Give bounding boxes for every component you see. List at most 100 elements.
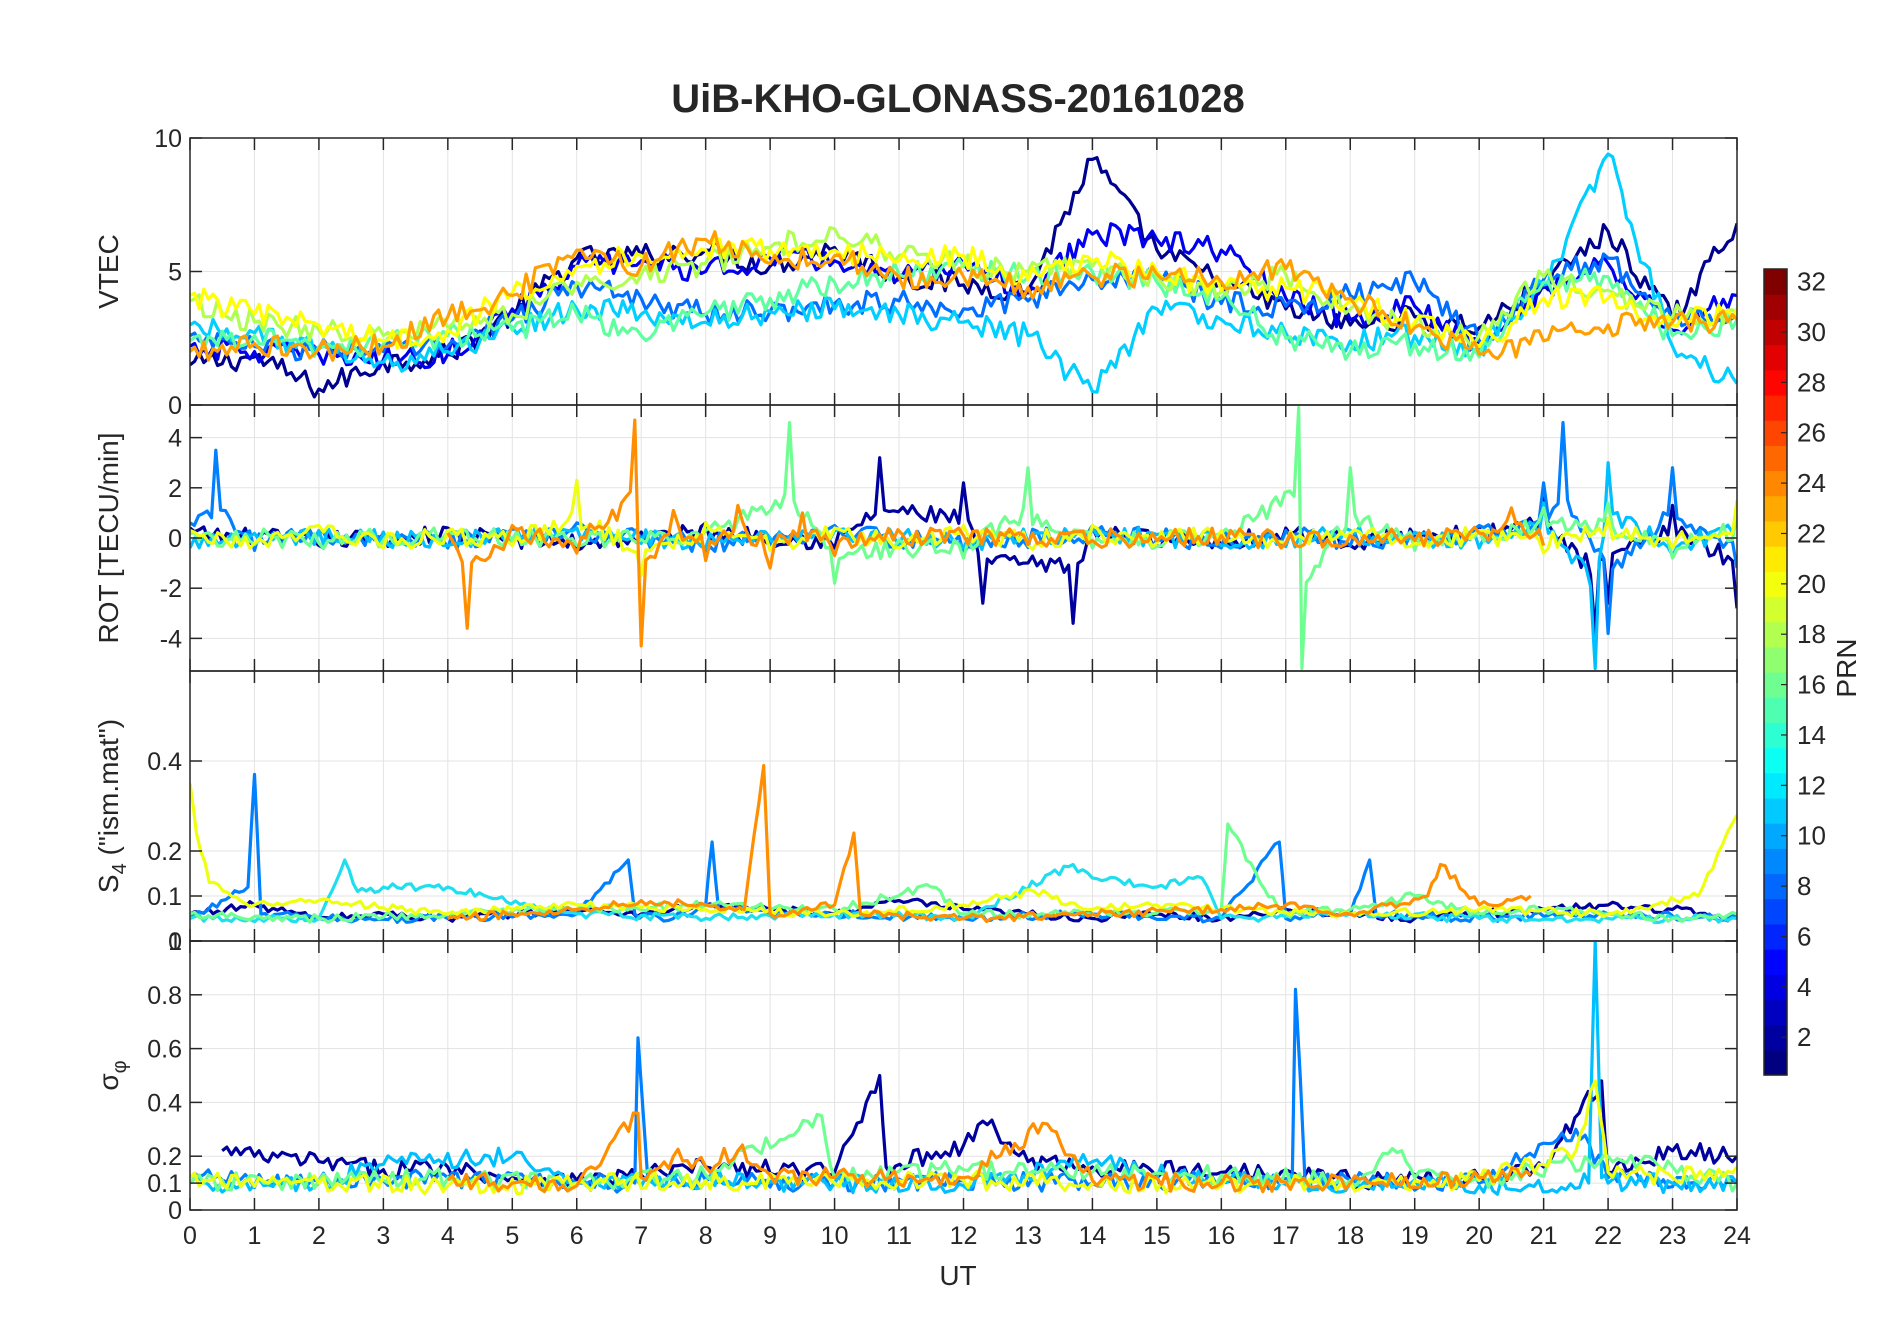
- colorbar-tick-label: 8: [1797, 871, 1811, 901]
- x-tick-label: 19: [1401, 1222, 1429, 1250]
- colorbar-swatch: [1764, 747, 1787, 774]
- colorbar-tick-label: 14: [1797, 720, 1826, 750]
- colorbar-tick-label: 16: [1797, 670, 1826, 700]
- colorbar-tick-label: 18: [1797, 619, 1826, 649]
- colorbar-tick-label: 30: [1797, 317, 1826, 347]
- colorbar-swatch: [1764, 445, 1787, 472]
- x-tick-label: 7: [634, 1222, 648, 1250]
- x-tick-label: 22: [1594, 1222, 1622, 1250]
- colorbar-tick-label: 4: [1797, 972, 1811, 1002]
- chart-title: UiB-KHO-GLONASS-20161028: [671, 77, 1245, 121]
- x-tick-label: 11: [886, 1222, 912, 1250]
- colorbar-swatch: [1764, 269, 1787, 295]
- colorbar-swatch: [1764, 571, 1787, 598]
- y-tick-label: 0.2: [147, 838, 182, 866]
- colorbar-tick-label: 28: [1797, 367, 1826, 397]
- y-tick-label: 10: [154, 125, 182, 153]
- colorbar-swatch: [1764, 495, 1787, 522]
- colorbar-tick-label: 32: [1797, 267, 1826, 297]
- series-group: [190, 152, 1737, 399]
- x-tick-label: 15: [1143, 1222, 1171, 1250]
- x-tick-label: 0: [183, 1222, 197, 1250]
- y-axis-label-sigma_phi: σφ: [93, 1060, 131, 1090]
- series-prn-24: [446, 418, 1546, 648]
- x-tick-label: 5: [505, 1222, 519, 1250]
- colorbar-swatch: [1764, 974, 1787, 1001]
- x-tick-label: 1: [248, 1222, 262, 1250]
- series-prn-2: [190, 456, 1737, 635]
- y-tick-label: -2: [160, 575, 182, 603]
- colorbar-tick-label: 26: [1797, 418, 1826, 448]
- colorbar-tick-label: 12: [1797, 770, 1826, 800]
- x-tick-label: 6: [570, 1222, 584, 1250]
- x-tick-label: 14: [1079, 1222, 1107, 1250]
- series-prn-20: [190, 237, 1737, 350]
- y-tick-label: 0: [168, 525, 182, 553]
- colorbar-swatch: [1764, 319, 1787, 346]
- y-tick-label: 0.8: [147, 982, 182, 1010]
- colorbar-swatch: [1764, 672, 1787, 698]
- colorbar-swatch: [1764, 999, 1787, 1026]
- colorbar-swatch: [1764, 898, 1787, 925]
- series-prn-11: [190, 461, 1737, 671]
- x-tick-label: 4: [441, 1222, 455, 1250]
- panel-vtec: 0 5 10 VTEC: [93, 125, 1738, 420]
- colorbar-swatch: [1764, 420, 1787, 446]
- colorbar-swatch: [1764, 546, 1787, 572]
- series-group: [190, 405, 1737, 671]
- y-tick-label: -4: [160, 625, 182, 653]
- y-tick-label: 0: [168, 392, 182, 420]
- colorbar-swatch: [1764, 520, 1787, 547]
- x-tick-label: 8: [699, 1222, 713, 1250]
- series-prn-8: [190, 252, 1737, 362]
- colorbar-swatch: [1764, 772, 1787, 799]
- y-tick-label: 0.4: [147, 1089, 182, 1117]
- x-tick-label: 16: [1207, 1222, 1235, 1250]
- colorbar-label: PRN: [1831, 638, 1862, 697]
- y-tick-label: 0.2: [147, 1143, 182, 1171]
- series-prn-18: [190, 226, 1737, 347]
- x-tick-label: 2: [312, 1222, 326, 1250]
- y-tick-label: 1: [168, 928, 182, 956]
- colorbar-tick-label: 6: [1797, 921, 1811, 951]
- colorbar-swatch: [1764, 923, 1787, 950]
- y-axis-label-s4: S4 ("ism.mat"): [93, 719, 131, 893]
- series-prn-23: [190, 230, 1737, 362]
- y-tick-label: 0: [168, 928, 182, 956]
- series-prn-19: [190, 783, 1737, 919]
- colorbar-swatch: [1764, 369, 1787, 396]
- x-tick-label: 23: [1659, 1222, 1687, 1250]
- x-tick-label: 3: [376, 1222, 390, 1250]
- colorbar-swatch: [1764, 1024, 1787, 1051]
- colorbar-swatch: [1764, 697, 1787, 723]
- colorbar-swatch: [1764, 470, 1787, 497]
- x-tick-label: 17: [1272, 1222, 1300, 1250]
- x-tick-label: 21: [1530, 1222, 1558, 1250]
- y-axis-label-vtec: VTEC: [93, 234, 124, 309]
- y-tick-label: 4: [168, 425, 182, 453]
- colorbar-swatch: [1764, 294, 1787, 320]
- panel-s4: 0 0.1 0.2 0.4 S4 ("ism.mat"): [93, 670, 1738, 956]
- colorbar-swatch: [1764, 1049, 1787, 1076]
- y-axis-label-rot: ROT [TECU/min]: [93, 432, 124, 643]
- y-tick-label: 0.1: [147, 883, 182, 911]
- colorbar-swatch: [1764, 873, 1787, 900]
- x-tick-label: 20: [1465, 1222, 1493, 1250]
- colorbar-swatch: [1764, 722, 1787, 749]
- series-group: [190, 763, 1737, 924]
- colorbar-tick-label: 24: [1797, 468, 1826, 498]
- colorbar-swatch: [1764, 596, 1787, 623]
- colorbar-tick-label: 10: [1797, 821, 1826, 851]
- colorbar-swatch: [1764, 797, 1787, 824]
- x-tick-label: 18: [1336, 1222, 1364, 1250]
- x-tick-label: 10: [821, 1222, 849, 1250]
- colorbar-swatch: [1764, 344, 1787, 371]
- colorbar-tick-label: 2: [1797, 1022, 1811, 1052]
- series-prn-24: [446, 1111, 1532, 1194]
- series-prn-12: [190, 152, 1737, 394]
- x-tick-label: 9: [763, 1222, 777, 1250]
